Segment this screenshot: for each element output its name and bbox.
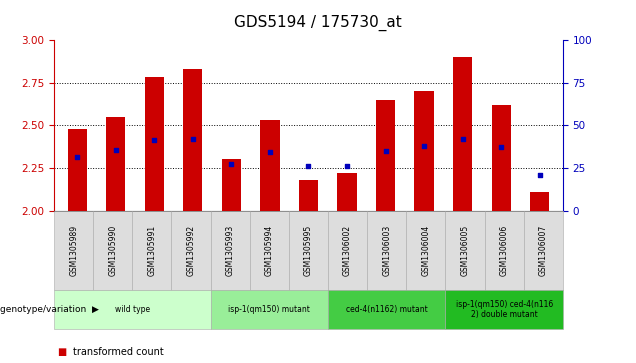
Text: GDS5194 / 175730_at: GDS5194 / 175730_at — [234, 15, 402, 31]
Text: GSM1305990: GSM1305990 — [108, 225, 117, 276]
Bar — [299, 180, 318, 211]
Point — [303, 163, 314, 169]
Bar — [415, 91, 434, 211]
Text: GSM1305992: GSM1305992 — [186, 225, 195, 276]
Text: ■: ■ — [57, 347, 67, 357]
Text: genotype/variation  ▶: genotype/variation ▶ — [0, 305, 99, 314]
Text: GSM1306004: GSM1306004 — [422, 225, 431, 276]
Bar — [337, 173, 357, 211]
Text: GSM1306003: GSM1306003 — [382, 225, 391, 276]
Bar — [530, 192, 550, 211]
Text: GSM1305991: GSM1305991 — [148, 225, 156, 276]
Bar — [183, 69, 202, 211]
Bar — [222, 159, 241, 211]
Point — [380, 148, 391, 154]
Text: GSM1305989: GSM1305989 — [69, 225, 78, 276]
Point — [265, 149, 275, 155]
Point — [342, 163, 352, 169]
Point — [419, 143, 429, 148]
Point — [188, 136, 198, 142]
Bar — [106, 117, 125, 211]
Point — [457, 136, 467, 142]
Bar — [67, 129, 87, 211]
Bar — [144, 77, 164, 211]
Text: isp-1(qm150) ced-4(n116
2) double mutant: isp-1(qm150) ced-4(n116 2) double mutant — [455, 300, 553, 319]
Text: GSM1306002: GSM1306002 — [343, 225, 352, 276]
Text: GSM1305993: GSM1305993 — [226, 225, 235, 276]
Point — [535, 172, 545, 178]
Point — [149, 137, 160, 143]
Text: GSM1305994: GSM1305994 — [265, 225, 274, 276]
Text: ced-4(n1162) mutant: ced-4(n1162) mutant — [346, 305, 427, 314]
Text: GSM1306006: GSM1306006 — [500, 225, 509, 276]
Point — [72, 154, 82, 160]
Text: GSM1306005: GSM1306005 — [460, 225, 469, 276]
Bar — [492, 105, 511, 211]
Text: transformed count: transformed count — [73, 347, 164, 357]
Text: GSM1305995: GSM1305995 — [304, 225, 313, 276]
Bar — [376, 100, 395, 211]
Text: isp-1(qm150) mutant: isp-1(qm150) mutant — [228, 305, 310, 314]
Point — [226, 162, 237, 167]
Point — [111, 147, 121, 153]
Point — [496, 144, 506, 150]
Bar — [453, 57, 473, 211]
Bar — [260, 120, 280, 211]
Text: GSM1306007: GSM1306007 — [539, 225, 548, 276]
Text: wild type: wild type — [114, 305, 150, 314]
